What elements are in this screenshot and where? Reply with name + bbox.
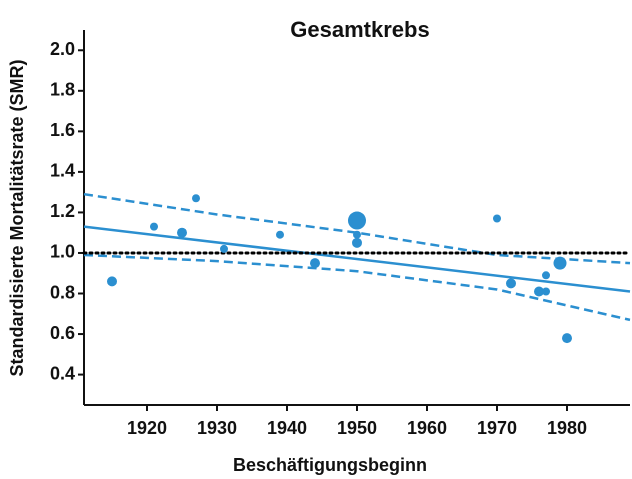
- y-tick-label: 1.2: [50, 201, 75, 221]
- data-point: [506, 278, 516, 289]
- y-tick-label: 1.8: [50, 80, 75, 100]
- data-point: [553, 256, 567, 270]
- chart-title: Gesamtkrebs: [290, 17, 429, 42]
- y-tick-label: 0.8: [50, 282, 75, 302]
- x-tick-label: 1950: [337, 418, 377, 438]
- x-tick-label: 1930: [197, 418, 237, 438]
- data-point: [192, 194, 200, 203]
- x-tick-label: 1970: [477, 418, 517, 438]
- data-point: [542, 287, 550, 296]
- y-axis-label: Standardisierte Mortalitätsrate (SMR): [7, 59, 27, 376]
- x-tick-label: 1920: [127, 418, 167, 438]
- x-axis-label: Beschäftigungsbeginn: [233, 455, 427, 475]
- data-point: [220, 244, 228, 253]
- data-point: [562, 333, 572, 344]
- y-tick-label: 1.6: [50, 120, 75, 140]
- data-point: [276, 230, 284, 239]
- regression-line: [83, 225, 631, 293]
- data-point: [107, 276, 117, 287]
- x-tick-label: 1960: [407, 418, 447, 438]
- data-point: [493, 214, 501, 223]
- y-tick-label: 0.4: [50, 363, 75, 383]
- confidence-band-line: [83, 253, 631, 322]
- data-point: [353, 230, 361, 239]
- data-point: [310, 258, 320, 269]
- x-tick-label: 1980: [547, 418, 587, 438]
- y-tick-label: 0.6: [50, 323, 75, 343]
- y-tick-label: 1.4: [50, 161, 75, 181]
- confidence-band-line: [83, 192, 631, 265]
- data-point: [150, 222, 158, 231]
- data-point: [542, 271, 550, 280]
- data-point: [348, 211, 366, 230]
- y-tick-label: 1.0: [50, 242, 75, 262]
- data-point: [177, 227, 187, 238]
- x-tick-label: 1940: [267, 418, 307, 438]
- data-point: [534, 286, 544, 297]
- data-point: [352, 237, 362, 248]
- y-tick-label: 2.0: [50, 39, 75, 59]
